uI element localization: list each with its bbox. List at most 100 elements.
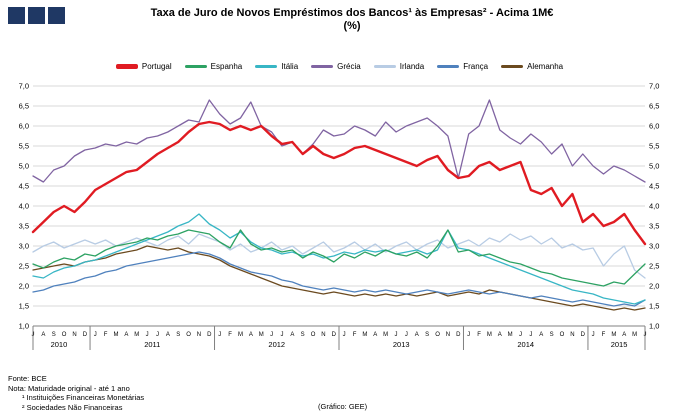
y-axis-tick-left: 4,0: [19, 202, 29, 211]
month-tick-label: F: [104, 332, 108, 338]
y-axis-tick-right: 5,0: [649, 162, 659, 171]
month-tick-label: J: [395, 332, 398, 338]
y-axis-tick-left: 1,0: [19, 322, 29, 331]
month-tick-label: M: [259, 332, 264, 338]
chart-canvas: 7,0 7,0 6,5 6,5 6,0 6,0 5,5 5,5 5,0 5,0 4,5 4,5 4,0 4…: [19, 82, 659, 350]
chart-title: Taxa de Juro de Novos Empréstimos dos Ba…: [150, 7, 554, 19]
year-label: 2010: [51, 340, 68, 349]
month-tick-label: D: [83, 332, 88, 338]
year-label: 2015: [611, 340, 628, 349]
month-tick-label: O: [560, 332, 565, 338]
y-axis-tick-left: 2,0: [19, 282, 29, 291]
month-tick-label: S: [176, 332, 180, 338]
month-tick-label: M: [238, 332, 243, 338]
month-tick-label: O: [311, 332, 316, 338]
legend-item-itália: Itália: [255, 62, 298, 71]
legend-item-frança: França: [437, 62, 488, 71]
y-axis-tick-right: 6,0: [649, 122, 659, 131]
month-tick-label: A: [290, 332, 294, 338]
legend-swatch: [255, 65, 278, 68]
month-tick-label: J: [218, 332, 221, 338]
month-tick-label: O: [186, 332, 191, 338]
year-label: 2011: [144, 340, 160, 349]
year-label: 2014: [517, 340, 534, 349]
month-tick-label: J: [343, 332, 346, 338]
month-tick-label: J: [94, 332, 97, 338]
legend-swatch: [437, 65, 460, 68]
footnote-1: ¹ Instituições Financeiras Monetárias: [22, 393, 145, 402]
y-axis-tick-right: 2,0: [649, 282, 659, 291]
month-tick-label: A: [249, 332, 253, 338]
series-line-portugal: [31, 120, 647, 246]
month-tick-label: A: [124, 332, 128, 338]
legend: Portugal Espanha Itália Grécia Irlanda França…: [0, 62, 679, 71]
legend-label: França: [463, 62, 489, 71]
month-tick-label: S: [425, 332, 429, 338]
month-tick-label: A: [622, 332, 626, 338]
logo-square: [28, 7, 45, 24]
legend-item-espanha: Espanha: [184, 62, 243, 71]
month-tick-label: S: [550, 332, 554, 338]
month-tick-label: J: [405, 332, 408, 338]
month-tick-label: J: [270, 332, 273, 338]
logo-square: [8, 7, 25, 24]
y-axis-tick-right: 4,0: [649, 202, 659, 211]
month-tick-label: A: [373, 332, 377, 338]
legend-swatch: [501, 65, 524, 68]
chart-subtitle: (%): [343, 20, 361, 32]
y-axis-tick-left: 7,0: [19, 82, 29, 91]
month-tick-label: N: [72, 332, 76, 338]
month-tick-label: S: [52, 332, 56, 338]
month-tick-label: M: [487, 332, 492, 338]
y-axis-tick-right: 3,0: [649, 242, 659, 251]
month-tick-label: D: [332, 332, 337, 338]
y-axis-tick-left: 4,5: [19, 182, 29, 191]
legend-swatch: [184, 65, 207, 68]
series-line-espanha: [32, 229, 646, 287]
month-tick-label: N: [197, 332, 201, 338]
legend-label: Alemanha: [527, 62, 564, 71]
month-tick-label: D: [456, 332, 461, 338]
legend-label: Portugal: [141, 62, 172, 71]
y-axis-tick-left: 6,5: [19, 102, 29, 111]
month-tick-label: N: [321, 332, 325, 338]
legend-label: Espanha: [210, 62, 243, 71]
month-tick-label: D: [581, 332, 586, 338]
legend-item-alemanha: Alemanha: [501, 62, 563, 71]
y-axis-tick-right: 7,0: [649, 82, 659, 91]
month-tick-label: J: [529, 332, 532, 338]
month-tick-label: J: [280, 332, 283, 338]
month-tick-label: O: [62, 332, 67, 338]
source-note: Fonte: BCE: [8, 374, 47, 383]
legend-label: Irlanda: [399, 62, 425, 71]
month-tick-label: J: [592, 332, 595, 338]
y-axis-tick-left: 3,0: [19, 242, 29, 251]
y-axis-tick-right: 4,5: [649, 182, 659, 191]
legend-label: Grécia: [337, 62, 361, 71]
y-axis-tick-right: 1,5: [649, 302, 659, 311]
y-axis-tick-left: 3,5: [19, 222, 29, 231]
legend-item-grécia: Grécia: [311, 62, 361, 71]
y-axis-tick-right: 5,5: [649, 142, 659, 151]
footer-notes: Fonte: BCE Nota: Maturidade original - a…: [8, 374, 144, 412]
month-tick-label: M: [362, 332, 367, 338]
legend-item-portugal: Portugal: [115, 62, 172, 71]
year-label: 2012: [268, 340, 285, 349]
month-tick-label: M: [508, 332, 513, 338]
month-tick-label: N: [446, 332, 450, 338]
legend-label: Itália: [281, 62, 299, 71]
month-tick-label: A: [415, 332, 419, 338]
month-tick-label: F: [477, 332, 481, 338]
month-tick-label: M: [134, 332, 139, 338]
month-tick-label: J: [146, 332, 149, 338]
month-tick-label: A: [166, 332, 170, 338]
year-label: 2013: [393, 340, 410, 349]
maturity-note: Nota: Maturidade original - até 1 ano: [8, 383, 130, 393]
y-axis-tick-right: 1,0: [649, 322, 659, 331]
y-axis-tick-left: 6,0: [19, 122, 29, 131]
legend-item-irlanda: Irlanda: [373, 62, 425, 71]
series-line-frança: [32, 251, 646, 307]
legend-swatch: [373, 65, 396, 68]
month-tick-label: F: [602, 332, 606, 338]
